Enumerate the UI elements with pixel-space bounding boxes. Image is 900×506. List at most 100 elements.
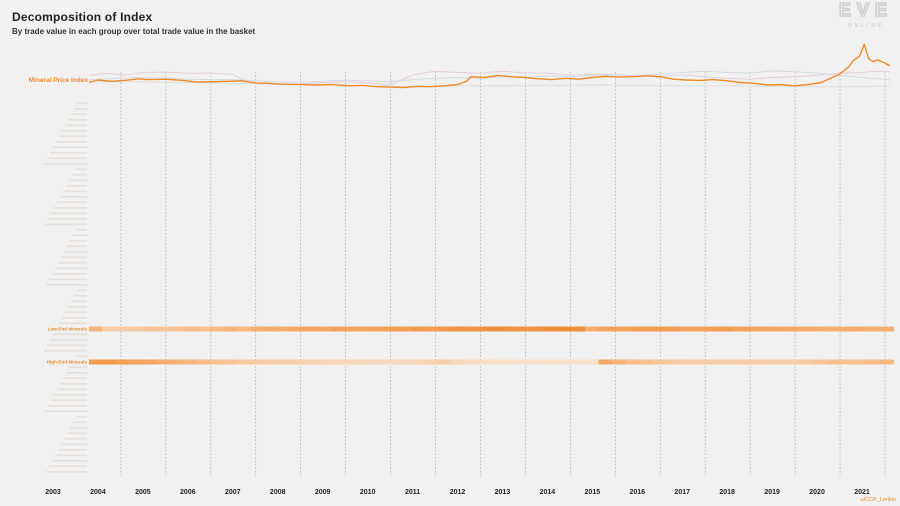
- heat-cell: [464, 326, 479, 332]
- heat-cell: [464, 359, 479, 365]
- heat-cell: [155, 359, 170, 365]
- heat-cell: [705, 359, 720, 365]
- row-label-placeholder: [47, 157, 87, 160]
- heat-cell: [678, 326, 693, 332]
- heat-cell: [813, 326, 827, 332]
- row-label-high-end-minerals: High-End Minerals: [47, 360, 88, 365]
- heat-cell: [799, 326, 814, 332]
- heat-cell: [223, 359, 237, 365]
- row-label-placeholder: [45, 410, 87, 413]
- row-label-placeholder: [63, 190, 87, 193]
- eve-online-logo: EVE ONLINE: [838, 0, 893, 29]
- heat-cell: [611, 326, 626, 332]
- x-tick-2009: 2009: [315, 489, 331, 496]
- heat-cell: [652, 359, 666, 365]
- heat-cell: [397, 326, 412, 332]
- row-label-placeholder: [60, 382, 87, 385]
- x-tick-2006: 2006: [180, 489, 196, 496]
- heat-cell: [370, 326, 385, 332]
- heat-cell: [826, 359, 841, 365]
- background-line-2: [88, 70, 890, 83]
- heat-cell: [772, 359, 787, 365]
- row-label-placeholder: [60, 195, 87, 198]
- row-label-placeholder: [57, 201, 87, 204]
- row-label-placeholder: [75, 355, 87, 358]
- row-label-placeholder: [64, 437, 87, 440]
- heat-cell: [745, 326, 760, 332]
- heat-cell: [115, 359, 130, 365]
- heat-cell: [652, 326, 666, 332]
- row-label-placeholder: [50, 151, 87, 154]
- heat-cell: [330, 326, 345, 332]
- x-axis-labels: 2003 2004 2005 2006 2007 2008 2009 2010 2011 2012…: [45, 489, 870, 496]
- row-label-placeholder: [48, 217, 87, 220]
- row-label-placeholder: [66, 371, 87, 374]
- heat-cell: [799, 359, 814, 365]
- heat-cell: [745, 359, 760, 365]
- heat-cell: [585, 359, 599, 365]
- heat-cell: [692, 326, 707, 332]
- row-label-placeholder: [67, 245, 87, 248]
- heat-cell: [437, 359, 452, 365]
- heat-cell: [692, 359, 707, 365]
- row-label-placeholder: [76, 228, 87, 231]
- row-label-placeholder: [52, 459, 87, 462]
- row-label-placeholder: [63, 377, 87, 380]
- logo-sub-text: ONLINE: [848, 23, 885, 29]
- x-tick-2012: 2012: [450, 489, 466, 496]
- heat-cell: [853, 326, 868, 332]
- row-label-placeholder: [44, 349, 87, 352]
- heat-cell: [772, 326, 787, 332]
- index-series-label: Mineral Price Index: [29, 77, 89, 84]
- row-label-placeholder: [51, 399, 87, 402]
- row-label-placeholder: [51, 212, 87, 215]
- index-series: [88, 43, 891, 89]
- heat-cell: [491, 359, 506, 365]
- heat-cell: [450, 326, 465, 332]
- heat-cell: [571, 326, 586, 332]
- row-label-placeholder: [44, 162, 87, 165]
- row-label-placeholder: [55, 267, 87, 270]
- heat-cell: [129, 359, 143, 365]
- heat-cell: [544, 326, 559, 332]
- x-tick-2014: 2014: [540, 489, 556, 496]
- heat-cell: [558, 326, 573, 332]
- row-label-placeholder: [69, 179, 87, 182]
- heat-cell: [678, 359, 693, 365]
- heat-cell: [182, 359, 197, 365]
- index-line: [88, 43, 891, 89]
- heat-cell: [276, 326, 291, 332]
- heatmap-high-end-minerals: [88, 359, 894, 365]
- heat-cell: [424, 326, 438, 332]
- heat-cell: [169, 326, 184, 332]
- row-label-placeholder: [61, 443, 87, 446]
- heat-cell: [598, 326, 613, 332]
- heat-cell: [839, 326, 854, 332]
- heat-cell: [88, 326, 103, 332]
- row-label-placeholder: [76, 415, 87, 418]
- heat-cell: [477, 326, 492, 332]
- x-tick-2017: 2017: [674, 489, 690, 496]
- heat-cell: [303, 359, 318, 365]
- heat-cell: [155, 326, 170, 332]
- x-tick-2018: 2018: [719, 489, 735, 496]
- heat-cell: [102, 359, 117, 365]
- heat-cell: [813, 359, 827, 365]
- row-label-placeholder: [65, 124, 87, 127]
- chart-title: Decomposition of Index: [12, 10, 153, 24]
- heat-cell: [330, 359, 345, 365]
- heat-cell: [638, 326, 653, 332]
- logo-main-text: EVE: [839, 0, 893, 20]
- heat-cell: [142, 359, 157, 365]
- heat-cell: [316, 359, 331, 365]
- heat-cell: [544, 359, 559, 365]
- row-label-placeholder: [47, 344, 87, 347]
- row-label-placeholder: [67, 432, 87, 435]
- heat-cell: [477, 359, 492, 365]
- heat-cell: [518, 359, 532, 365]
- heat-cell: [357, 326, 371, 332]
- row-label-placeholder: [71, 300, 87, 303]
- row-label-placeholder: [61, 256, 87, 259]
- row-label-placeholder: [53, 333, 87, 336]
- heat-cell: [209, 326, 224, 332]
